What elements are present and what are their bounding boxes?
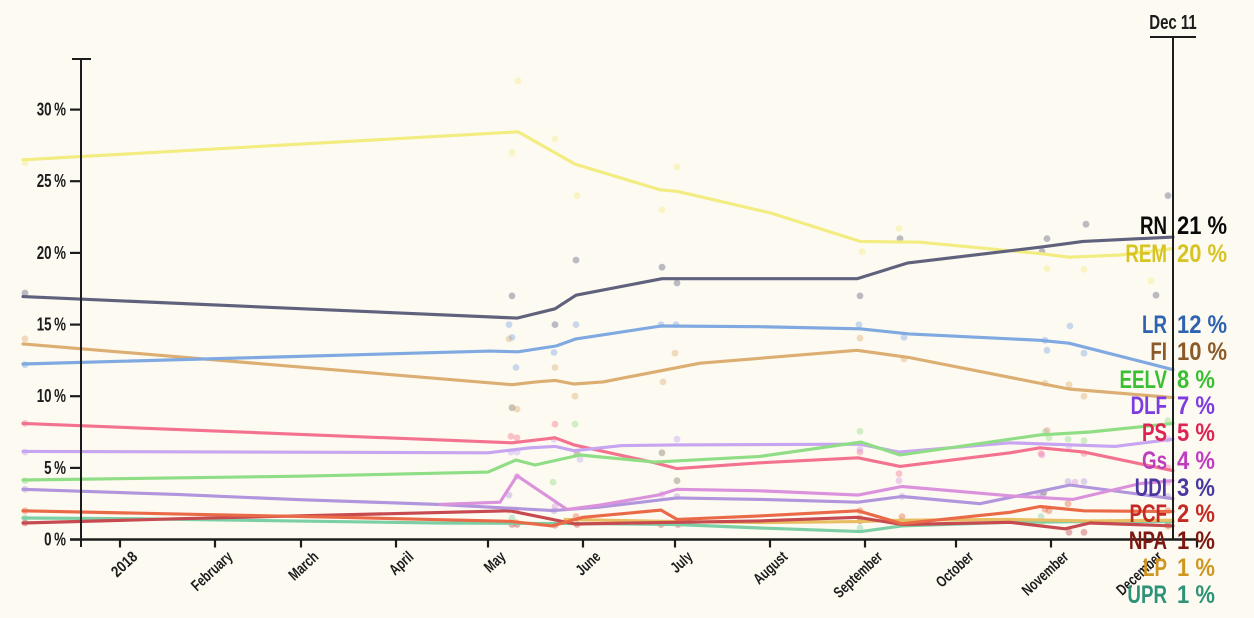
svg-text:EELV: EELV (1119, 365, 1167, 393)
svg-text:Gs: Gs (1142, 446, 1167, 474)
svg-text:15 %: 15 % (37, 315, 66, 336)
svg-text:10 %: 10 % (1177, 338, 1227, 366)
svg-text:DLF: DLF (1131, 391, 1167, 419)
svg-text:PCF: PCF (1130, 499, 1167, 527)
svg-text:20 %: 20 % (1177, 240, 1227, 268)
svg-text:5 %: 5 % (1177, 419, 1215, 447)
svg-text:FI: FI (1150, 337, 1167, 365)
svg-text:1 %: 1 % (1177, 554, 1215, 582)
svg-text:REM: REM (1125, 239, 1167, 267)
svg-text:NPA: NPA (1129, 526, 1167, 554)
svg-text:UDI: UDI (1135, 473, 1167, 501)
svg-text:12 %: 12 % (1177, 311, 1227, 339)
svg-text:7 %: 7 % (1177, 392, 1215, 420)
svg-text:UPR: UPR (1127, 580, 1167, 608)
svg-text:0 %: 0 % (44, 529, 66, 550)
svg-text:Dec 11: Dec 11 (1149, 11, 1197, 34)
svg-text:4 %: 4 % (1177, 447, 1215, 475)
svg-text:PS: PS (1142, 418, 1167, 446)
svg-text:LR: LR (1142, 310, 1167, 338)
svg-text:25 %: 25 % (37, 171, 66, 192)
svg-text:1 %: 1 % (1177, 527, 1215, 555)
svg-text:3 %: 3 % (1177, 474, 1215, 502)
svg-text:RN: RN (1140, 211, 1167, 239)
svg-text:8 %: 8 % (1177, 366, 1215, 394)
svg-text:10 %: 10 % (37, 386, 66, 407)
svg-text:5 %: 5 % (44, 458, 66, 479)
svg-text:21 %: 21 % (1177, 212, 1227, 240)
svg-text:1 %: 1 % (1177, 581, 1215, 609)
svg-text:30 %: 30 % (37, 100, 66, 121)
svg-text:2 %: 2 % (1177, 500, 1215, 528)
svg-text:LP: LP (1143, 553, 1167, 581)
svg-text:20 %: 20 % (37, 243, 66, 264)
